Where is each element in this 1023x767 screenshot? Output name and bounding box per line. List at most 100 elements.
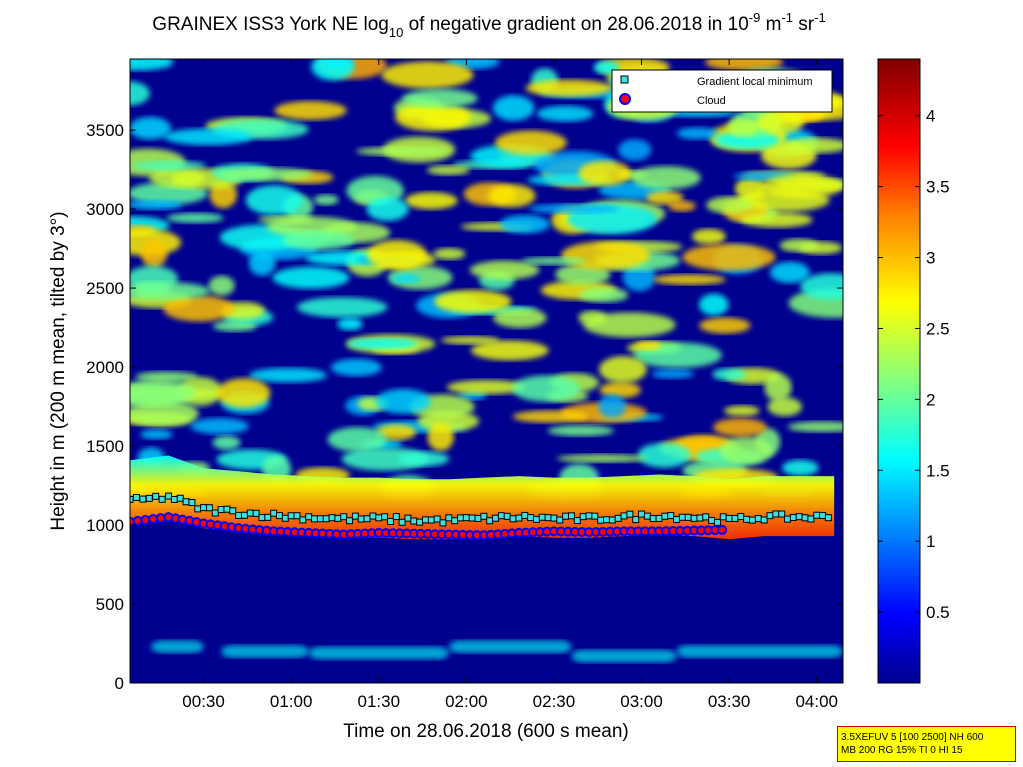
gradient-minimum-marker [223, 505, 231, 513]
heatmap-cell [296, 297, 388, 318]
gradient-minimum-marker [620, 512, 628, 520]
heatmap-cell [598, 394, 627, 418]
heatmap-cell [599, 381, 641, 399]
gradient-minimum-marker [340, 513, 348, 521]
gradient-minimum-marker [579, 513, 587, 521]
heatmap-cell [337, 317, 363, 331]
gradient-minimum-marker [766, 512, 774, 520]
gradient-minimum-marker [281, 514, 289, 522]
gradient-minimum-marker [211, 509, 219, 517]
surface-layer [151, 640, 843, 663]
heatmap-cell [470, 340, 549, 361]
gradient-minimum-marker [252, 509, 260, 517]
gradient-minimum-marker [754, 515, 762, 523]
x-tick-label: 01:30 [357, 692, 400, 711]
heatmap-cell [713, 417, 767, 437]
heatmap-cell [528, 203, 620, 214]
gradient-minimum-marker [246, 509, 254, 517]
gradient-minimum-marker [708, 516, 716, 524]
gradient-minimum-marker [702, 513, 710, 521]
heatmap-cell [770, 261, 810, 284]
heatmap-cell [434, 289, 512, 314]
gradient-minimum-marker [789, 513, 797, 521]
y-axis-label: Height in m (200 m mean, tilted by 3°) [48, 211, 69, 530]
gradient-minimum-marker [311, 515, 319, 523]
legend-label-cloud: Cloud [697, 95, 726, 107]
heatmap-cell [395, 103, 471, 132]
gradient-minimum-marker [737, 513, 745, 521]
heatmap-cell [440, 336, 500, 345]
x-tick-label: 02:00 [445, 692, 488, 711]
heatmap-cell [469, 260, 540, 280]
heatmap-cell [571, 649, 677, 663]
legend-circle-marker-icon [619, 93, 631, 105]
heatmap-cell [245, 185, 303, 216]
heatmap-cell [248, 250, 276, 276]
heatmap-cell [637, 442, 691, 468]
heatmap-cell [313, 194, 339, 206]
gradient-minimum-marker [392, 513, 400, 521]
gradient-minimum-marker [433, 515, 441, 523]
heatmap-cell [492, 95, 535, 121]
gradient-minimum-marker [813, 511, 821, 519]
gradient-minimum-marker [200, 504, 208, 512]
heatmap-cell [704, 59, 784, 71]
heatmap-cell [668, 200, 696, 212]
heatmap-cell [347, 338, 418, 350]
heatmap-cell [494, 130, 567, 155]
heatmap-cell [698, 293, 729, 316]
gradient-minimum-marker [527, 514, 535, 522]
y-tick-label: 1500 [86, 437, 124, 456]
heatmap-cell [311, 59, 355, 81]
heatmap-cell [651, 368, 694, 379]
plot-frame [129, 58, 844, 684]
gradient-minimum-marker [351, 512, 359, 520]
gradient-minimum-marker [492, 514, 500, 522]
heatmap-cell [578, 160, 632, 186]
gradient-minimum-marker [404, 514, 412, 522]
gradient-minimum-marker [217, 506, 225, 514]
gradient-minimum-marker [638, 510, 646, 518]
x-tick-label: 03:00 [620, 692, 663, 711]
gradient-minimum-marker [521, 511, 529, 519]
gradient-minimum-marker [807, 515, 815, 523]
colorbar-tick-label: 3.5 [926, 178, 950, 197]
gradient-minimum-marker [608, 516, 616, 524]
y-tick-label: 0 [115, 674, 124, 693]
gradient-minimum-marker [690, 514, 698, 522]
heatmap-cell [212, 435, 241, 450]
heatmap-cell [699, 317, 751, 334]
heatmap-cell [682, 243, 776, 271]
gradient-minimum-marker [795, 513, 803, 521]
heatmap-cell [723, 405, 760, 417]
heatmap-cell [734, 177, 767, 201]
gradient-minimum-marker [457, 514, 465, 522]
gradient-minimum-marker [480, 512, 488, 520]
legend-label-gradient: Gradient local minimum [697, 76, 813, 88]
gradient-minimum-marker [132, 493, 140, 501]
gradient-minimum-marker [229, 507, 237, 515]
settings-info-box: 3.5XEFUV 5 [100 2500] NH 600 MB 200 RG 1… [837, 726, 1016, 762]
gradient-minimum-marker [713, 518, 721, 526]
y-tick-label: 1000 [86, 516, 124, 535]
gradient-minimum-marker [398, 518, 406, 526]
gradient-minimum-marker [597, 516, 605, 524]
heatmap-cell [536, 105, 594, 122]
heatmap-cell [404, 192, 458, 210]
heatmap-cell [634, 341, 661, 351]
heatmap-cell [712, 368, 746, 381]
chart-title: GRAINEX ISS3 York NE log10 of negative g… [152, 10, 825, 40]
x-tick-label: 02:30 [533, 692, 576, 711]
heatmap-cell [330, 358, 382, 377]
heatmap-cell [618, 139, 652, 161]
gradient-minimum-marker [240, 511, 248, 519]
heatmap-cell [547, 425, 615, 437]
gradient-minimum-marker [410, 517, 418, 525]
heatmap-cell [151, 640, 204, 653]
heatmap-cell [212, 320, 258, 332]
gradient-minimum-marker [369, 512, 377, 520]
heatmap-cell [130, 59, 174, 71]
gradient-minimum-marker [270, 509, 278, 517]
colorbar-tick-label: 2.5 [926, 319, 950, 338]
y-axis: 0 500 1000 1500 2000 2500 3000 3500 [86, 121, 843, 693]
